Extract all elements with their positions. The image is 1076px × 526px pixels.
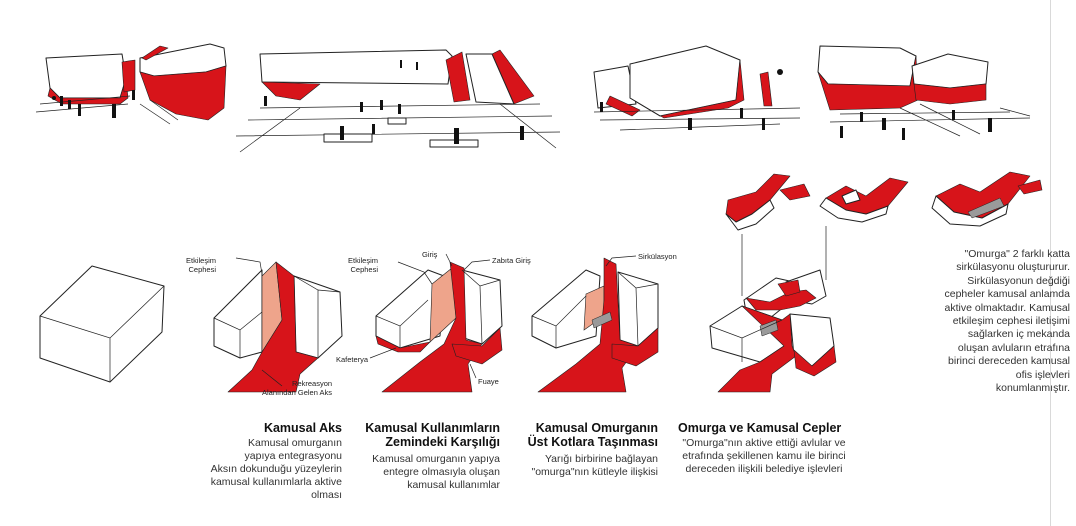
- page-edge-line: [1050, 0, 1051, 526]
- caption-title-kamusal-aks: Kamusal Aks: [263, 421, 342, 435]
- omurga-form-2: [819, 177, 909, 223]
- omurga-form-3: [931, 171, 1043, 227]
- label-fuaye: Fuaye: [478, 377, 499, 386]
- massing-block-cepler: [709, 269, 837, 393]
- massing-block-ust-kotlar: [531, 257, 659, 393]
- label-rekreasyon: Rekreasyon Alanından Gelen Aks: [262, 379, 333, 397]
- omurga-form-1: [725, 173, 811, 231]
- side-note-omurga: "Omurga" 2 farklı katta sirkülasyonu olu…: [944, 248, 1071, 395]
- perspective-sketch-3: [593, 45, 801, 131]
- label-giris: Giriş: [422, 250, 438, 259]
- label-sirkulasyon: Sirkülasyon: [638, 252, 677, 261]
- caption-body-kullanimlar: Kamusal omurganın yapıya entegre olmasıy…: [372, 453, 500, 491]
- label-kafeterya: Kafeterya: [336, 355, 369, 364]
- label-etkilesim-cephesi-1: Etkileşim Cephesi: [186, 256, 217, 274]
- massing-block-plain: [39, 265, 165, 383]
- label-zabita-giris: Zabıta Giriş: [492, 256, 531, 265]
- perspective-sketch-4: [817, 45, 1031, 140]
- caption-title-ust-kotlar: Kamusal Omurganın Üst Kotlara Taşınması: [527, 421, 658, 449]
- perspective-sketch-2: [235, 49, 561, 153]
- perspective-sketch-1: [35, 43, 227, 125]
- caption-title-cepler: Omurga ve Kamusal Cepler: [678, 421, 842, 435]
- massing-block-aks: [213, 261, 343, 393]
- label-etkilesim-cephesi-2: Etkileşim Cephesi: [348, 256, 379, 274]
- massing-block-kullanimlar: [375, 261, 503, 393]
- caption-title-kullanimlar: Kamusal Kullanımların Zemindeki Karşılığ…: [365, 421, 500, 449]
- caption-body-ust-kotlar: Yarığı birbirine bağlayan "omurga"nın kü…: [531, 453, 658, 478]
- leader-lines: [235, 253, 637, 387]
- caption-body-kamusal-aks: Kamusal omurganın yapıya entegrasyonu Ak…: [210, 437, 342, 501]
- caption-body-cepler: "Omurga"nın aktive ettiği avlular ve etr…: [682, 437, 846, 475]
